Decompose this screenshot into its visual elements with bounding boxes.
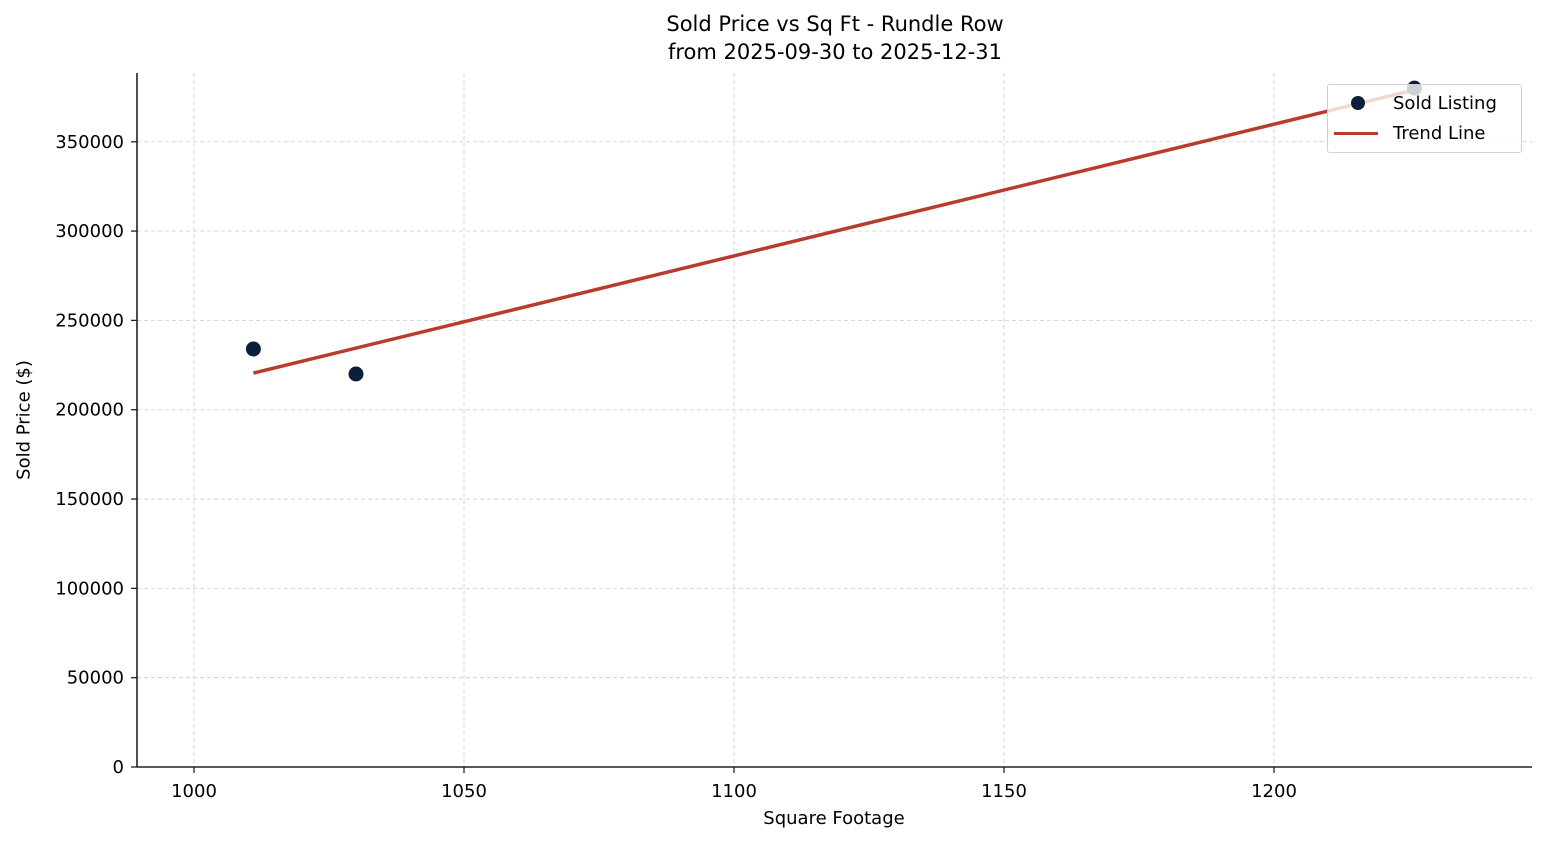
chart-title: Sold Price vs Sq Ft - Rundle Row <box>666 12 1004 36</box>
y-tick-label: 350000 <box>55 132 124 153</box>
legend-label: Sold Listing <box>1393 92 1497 114</box>
line-marker-icon <box>1334 132 1378 135</box>
y-tick-label: 250000 <box>55 310 124 331</box>
grid-lines <box>137 73 1532 767</box>
y-axis-label: Sold Price ($) <box>13 360 35 480</box>
x-tick-label: 1150 <box>981 781 1027 802</box>
scatter-marker-icon <box>1351 96 1365 110</box>
chart-subtitle: from 2025-09-30 to 2025-12-31 <box>667 40 1003 64</box>
data-point <box>245 341 261 357</box>
x-tick-label: 1000 <box>171 781 217 802</box>
x-tick-label: 1100 <box>711 781 757 802</box>
y-tick-label: 150000 <box>55 489 124 510</box>
axes <box>131 73 1532 773</box>
tick-labels: 1000 1050 1100 1150 1200 0 50000 100000 150000 20… <box>55 132 1297 802</box>
x-axis-label: Square Footage <box>763 808 905 829</box>
y-tick-label: 300000 <box>55 221 124 242</box>
y-tick-label: 100000 <box>55 578 124 599</box>
x-tick-label: 1200 <box>1251 781 1297 802</box>
data-point <box>348 366 364 382</box>
legend-label: Trend Line <box>1393 122 1486 144</box>
trend-line <box>252 88 1415 375</box>
x-tick-label: 1050 <box>441 781 487 802</box>
y-tick-label: 200000 <box>55 400 124 421</box>
y-tick-label: 0 <box>113 757 124 778</box>
y-tick-label: 50000 <box>67 668 124 689</box>
legend: Sold Listing Trend Line <box>1327 84 1522 153</box>
